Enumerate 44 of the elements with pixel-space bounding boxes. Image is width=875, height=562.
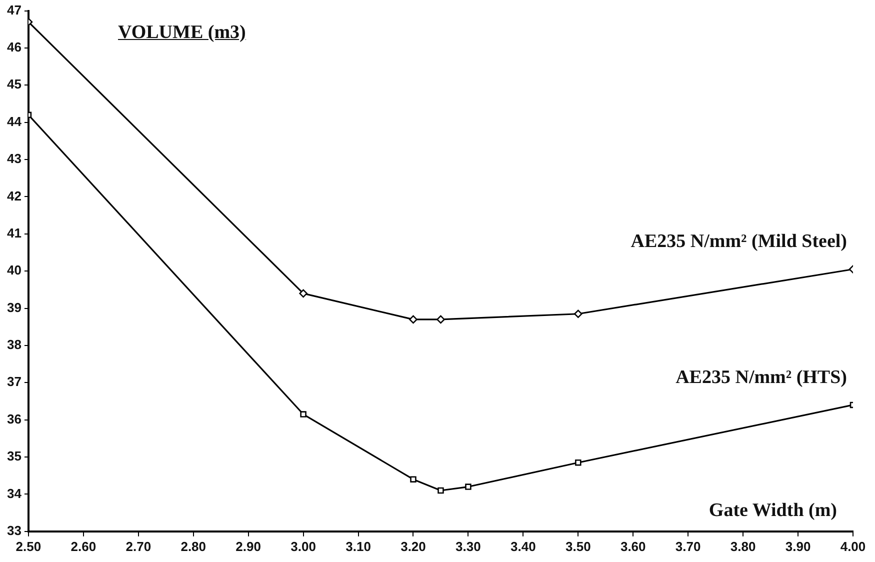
y-tick-label: 37 [6, 374, 22, 390]
point [410, 476, 416, 482]
series-label: AE235 N/mm² (HTS) [676, 366, 847, 388]
y-tick-label: 40 [6, 262, 22, 278]
point [438, 487, 444, 494]
y-tick-label: 42 [6, 188, 22, 204]
point [465, 484, 472, 490]
x-tick-label: 3.20 [400, 538, 426, 554]
x-tick-label: 2.60 [70, 538, 96, 554]
y-tick-label: 44 [6, 114, 22, 129]
series-label: AE235 N/mm² (Mild Steel) [630, 231, 847, 252]
y-tick-label: 33 [6, 522, 22, 538]
y-tick-label: 47 [6, 2, 22, 18]
x-tick-label: 3.90 [785, 538, 811, 554]
x-tick-label: 2.50 [16, 538, 42, 554]
x-tick-label: 3.40 [510, 538, 536, 554]
x-tick-label: 3.80 [730, 538, 756, 554]
y-tick-label: 39 [6, 300, 22, 315]
x-tick-label: 4.00 [840, 538, 866, 554]
y-tick-label: 46 [6, 40, 22, 55]
point [299, 289, 308, 298]
x-tick-label: 3.30 [456, 538, 481, 554]
x-tick-label: 3.70 [675, 538, 701, 554]
y-tick-label: 38 [6, 337, 22, 352]
x-tick-label: 3.00 [290, 538, 316, 554]
y-tick-label: 45 [6, 76, 22, 92]
point [409, 315, 418, 324]
point [300, 411, 306, 418]
x-tick-label: 3.10 [346, 538, 371, 554]
x-tick-label: 2.90 [236, 538, 261, 554]
point [575, 459, 582, 466]
y-tick-label: 35 [6, 448, 22, 464]
y-tick-label: 36 [6, 411, 22, 426]
point [574, 310, 582, 318]
y-tick-label: 43 [6, 151, 22, 166]
x-axis-title: Gate Width (m) [708, 500, 837, 522]
x-tick-label: 3.60 [620, 538, 646, 554]
y-tick-label: 41 [6, 225, 22, 240]
text: VOLUME (m3) [118, 22, 246, 44]
point [436, 315, 445, 324]
x-tick-label: 3.50 [565, 538, 591, 554]
x-tick-label: 2.80 [180, 538, 206, 554]
x-tick-label: 2.70 [126, 538, 152, 554]
y-tick-label: 34 [6, 486, 22, 501]
